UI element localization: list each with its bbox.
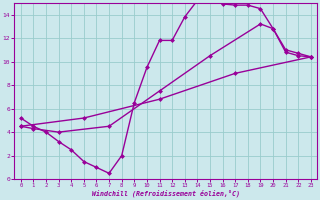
X-axis label: Windchill (Refroidissement éolien,°C): Windchill (Refroidissement éolien,°C): [92, 190, 240, 197]
